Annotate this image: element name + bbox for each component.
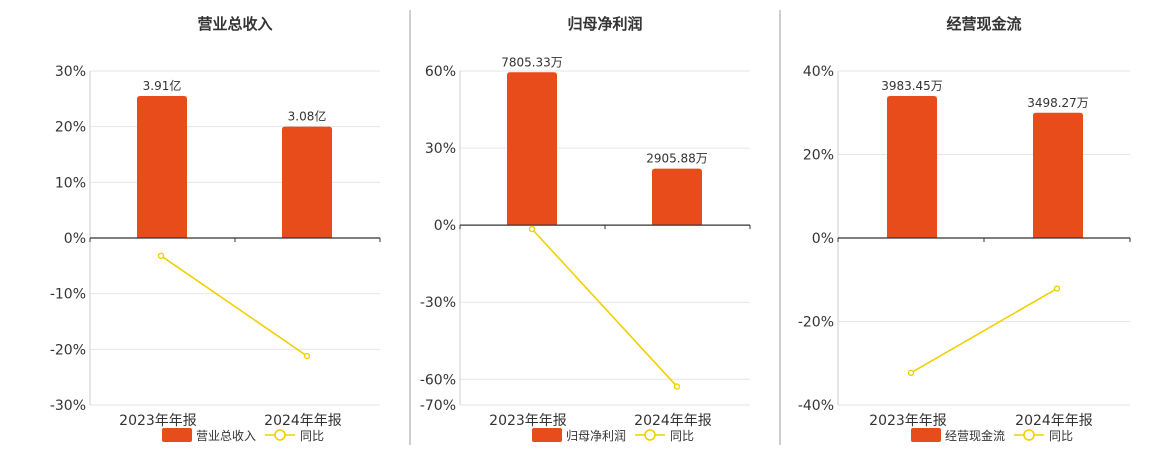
bar (652, 168, 702, 226)
chart-title-1: 营业总收入 (197, 15, 272, 33)
y-tick-label: -20% (50, 342, 86, 358)
yoy-line (531, 228, 678, 388)
y-tick-label: -30% (420, 295, 456, 311)
bar-value-label: 3983.45万 (881, 79, 943, 93)
y-tick-label: 0% (812, 231, 834, 247)
y-tick-label: 20% (803, 148, 834, 164)
yoy-line (910, 287, 1058, 374)
bar-value-label: 3498.27万 (1027, 96, 1089, 110)
legend-line-marker (1023, 429, 1035, 441)
legend-line-label: 同比 (300, 429, 324, 443)
bar-value-label: 2905.88万 (646, 152, 708, 166)
bar-value-label: 3.08亿 (288, 109, 327, 124)
bar-value-label: 7805.33万 (501, 55, 563, 69)
x-category-label: 2023年年报 (119, 413, 197, 429)
yoy-point (673, 383, 681, 390)
yoy-point (907, 369, 915, 377)
yoy-point (157, 252, 165, 260)
y-tick-label: -40% (798, 398, 834, 414)
legend-bar-label: 归母净利润 (566, 429, 626, 443)
y-tick-label: -70% (420, 398, 456, 414)
legend-bar-swatch (911, 428, 941, 442)
yoy-point (303, 352, 311, 360)
legend-bar-label: 营业总收入 (196, 429, 256, 443)
y-tick-label: 0% (434, 218, 456, 234)
legend-bar-swatch (532, 428, 562, 442)
yoy-point (528, 225, 536, 233)
x-category-label: 2023年年报 (489, 413, 567, 429)
legend-line-marker (644, 429, 656, 441)
bar (282, 126, 332, 238)
chart-title-3: 经营现金流 (946, 15, 1021, 33)
legend-line-label: 同比 (670, 429, 694, 443)
y-tick-label: 0% (64, 231, 86, 247)
legend-line-label: 同比 (1049, 429, 1073, 443)
legend-bar-label: 经营现金流 (945, 428, 1005, 443)
chart-title-2: 归母净利润 (567, 15, 642, 33)
y-tick-label: 40% (803, 64, 834, 80)
legend-bar-swatch (162, 428, 192, 442)
y-tick-label: 20% (55, 120, 86, 136)
x-category-label: 2024年年报 (1015, 413, 1093, 429)
x-category-label: 2024年年报 (634, 413, 712, 429)
bar (137, 96, 187, 238)
y-tick-label: 30% (425, 141, 456, 157)
bar (507, 72, 557, 226)
y-tick-label: -30% (50, 398, 86, 414)
yoy-point (1053, 285, 1061, 292)
bar-value-label: 3.91亿 (143, 78, 182, 93)
x-category-label: 2023年年报 (869, 413, 947, 429)
y-tick-label: 30% (55, 64, 86, 80)
yoy-line (160, 255, 308, 357)
x-category-label: 2024年年报 (264, 413, 342, 429)
y-tick-label: -20% (798, 315, 834, 331)
y-tick-label: 60% (425, 64, 456, 80)
y-tick-label: -10% (50, 287, 86, 303)
y-tick-label: -60% (420, 372, 456, 388)
y-tick-label: 10% (55, 175, 86, 191)
bar (1033, 112, 1083, 238)
bar (887, 96, 937, 238)
legend-line-marker (274, 429, 286, 441)
